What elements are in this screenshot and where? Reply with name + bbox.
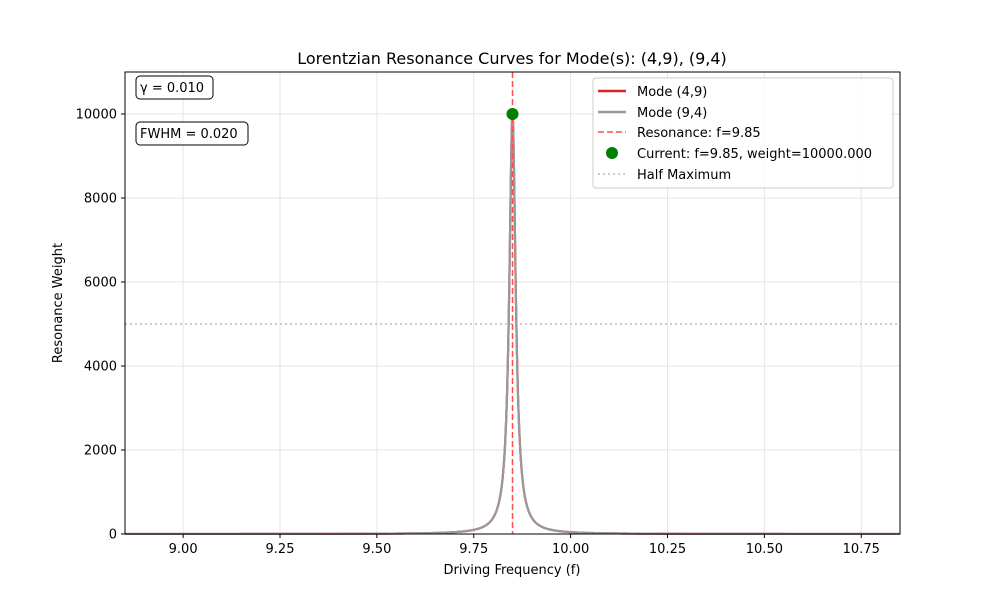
- x-tick-label: 9.00: [169, 542, 198, 557]
- y-tick-label: 4000: [84, 360, 117, 375]
- legend-label-mode-9-4: Mode (9,4): [637, 106, 707, 121]
- y-tick-label: 6000: [84, 276, 117, 291]
- y-axis-ticks: 0 2000 4000 6000 8000 10000: [76, 108, 125, 543]
- fwhm-annotation: FWHM = 0.020: [135, 121, 249, 146]
- x-axis-label: Driving Frequency (f): [444, 563, 581, 578]
- legend-label-half-max: Half Maximum: [637, 168, 731, 183]
- point-layer: [506, 108, 519, 120]
- x-tick-label: 10.25: [649, 542, 686, 557]
- legend-swatch-current: [606, 147, 618, 159]
- fwhm-text: FWHM = 0.020: [140, 127, 238, 142]
- legend-label-resonance: Resonance: f=9.85: [637, 126, 761, 141]
- x-tick-label: 10.00: [552, 542, 589, 557]
- legend: Mode (4,9) Mode (9,4) Resonance: f=9.85 …: [592, 77, 894, 189]
- gamma-annotation: γ = 0.010: [135, 75, 214, 100]
- x-tick-label: 9.25: [266, 542, 295, 557]
- y-tick-label: 2000: [84, 444, 117, 459]
- y-tick-label: 8000: [84, 192, 117, 207]
- legend-box: [592, 77, 894, 189]
- x-axis-ticks: 9.00 9.25 9.50 9.75 10.00 10.25 10.50 10.75: [169, 534, 880, 557]
- chart-title: Lorentzian Resonance Curves for Mode(s):…: [297, 49, 727, 68]
- legend-label-mode-4-9: Mode (4,9): [637, 85, 707, 100]
- gamma-text: γ = 0.010: [140, 81, 204, 96]
- legend-label-current: Current: f=9.85, weight=10000.000: [637, 147, 872, 162]
- y-axis-label: Resonance Weight: [51, 243, 66, 363]
- plot-frame: [124, 71, 901, 535]
- x-tick-label: 10.50: [746, 542, 783, 557]
- x-tick-label: 9.50: [362, 542, 391, 557]
- current-point-marker: [506, 108, 519, 120]
- y-tick-label: 0: [109, 528, 117, 543]
- x-tick-label: 9.75: [459, 542, 488, 557]
- y-tick-label: 10000: [76, 108, 117, 123]
- x-tick-label: 10.75: [843, 542, 880, 557]
